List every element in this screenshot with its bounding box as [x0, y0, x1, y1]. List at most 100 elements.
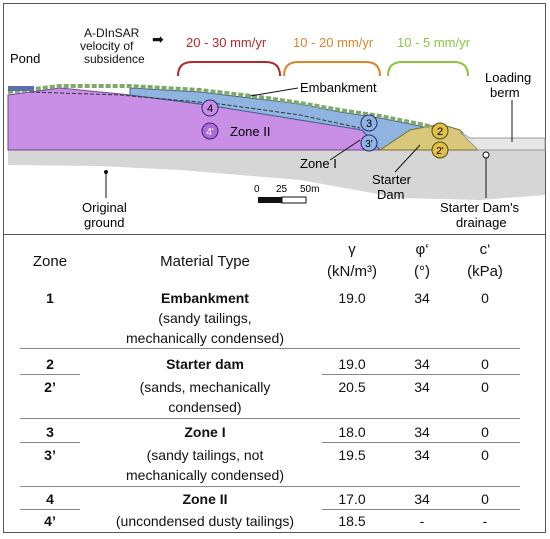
row2-name: Starter dam [166, 356, 244, 372]
row2-zone: 2 [46, 356, 54, 372]
row2-phi: 34 [414, 356, 430, 372]
row3-c: 0 [481, 424, 489, 440]
velocity-range-red: 20 - 30 mm/yr [186, 35, 267, 50]
row2p-gamma: 20.5 [338, 379, 366, 395]
marker-4-prime: 4' [201, 122, 219, 140]
velocity-arrow-icon: ➡ [152, 31, 164, 47]
row2p-phi: 34 [414, 379, 430, 395]
section-divider [3, 234, 546, 235]
rule-4b [322, 442, 520, 443]
row4p-zone: 4’ [44, 513, 56, 529]
marker-3: 3 [360, 114, 378, 132]
row4-c: 0 [481, 491, 489, 507]
row1-c: 0 [481, 290, 489, 306]
drainage-dot [482, 151, 490, 159]
row1-phi: 34 [414, 290, 430, 306]
velocity-label-line3: subsidence [84, 52, 145, 66]
scale-label-25: 25 [276, 184, 288, 195]
row4-phi: 34 [414, 491, 430, 507]
row3p-gamma: 19.5 [338, 447, 366, 463]
svg-text:4: 4 [207, 103, 213, 115]
scale-label-0: 0 [254, 184, 260, 195]
row3-phi: 34 [414, 424, 430, 440]
row4p-c: - [482, 513, 488, 529]
pond-label: Pond [10, 51, 40, 66]
row3-name: Zone I [184, 424, 226, 440]
row4-zone: 4 [46, 491, 54, 507]
marker-2-prime: 2' [431, 141, 449, 159]
zone-i-leader [329, 139, 361, 161]
loading-berm-area [459, 131, 546, 151]
velocity-range-green: 10 - 5 mm/yr [397, 35, 471, 50]
velocity-label-line2: velocity of [80, 39, 134, 53]
rule-4a [20, 442, 80, 443]
row3p-phi: 34 [414, 447, 430, 463]
svg-text:3': 3' [365, 139, 373, 150]
loading-berm-label-2: berm [490, 85, 520, 100]
header-gamma-unit: (kN/m³) [327, 263, 377, 280]
rule-1 [20, 348, 520, 349]
row4-gamma: 17.0 [338, 491, 366, 507]
row3p-desc-2: mechanically condensed) [126, 467, 284, 483]
row3p-zone: 3’ [44, 447, 56, 463]
row2p-desc-2: condensed) [168, 399, 242, 415]
rule-5 [20, 486, 520, 487]
zone-i-label: Zone I [300, 156, 337, 171]
rule-2a [20, 374, 80, 375]
row1-zone: 1 [46, 290, 54, 306]
row3-gamma: 18.0 [338, 424, 366, 440]
row4p-phi: - [419, 513, 425, 529]
header-c-symbol: c‘ [479, 241, 491, 258]
row3p-desc-1: (sandy tailings, not [146, 447, 264, 463]
rule-6b [322, 509, 520, 510]
starter-dam-label-1: Starter [372, 172, 412, 187]
marker-3-prime: 3' [360, 134, 378, 152]
header-phi-unit: (°) [414, 263, 430, 280]
embankment-leader [249, 87, 299, 97]
header-phi-symbol: φ‘ [415, 241, 429, 258]
original-ground-dot [104, 170, 108, 174]
rule-6a [20, 509, 80, 510]
header-c-unit: (kPa) [467, 263, 503, 280]
starter-drainage-label-2: drainage [456, 215, 507, 230]
marker-4: 4 [201, 99, 219, 117]
row1-desc-2: mechanically condensed) [126, 330, 284, 346]
header-zone: Zone [32, 253, 68, 270]
embankment-label: Embankment [300, 80, 377, 95]
loading-berm-label-1: Loading [485, 70, 531, 85]
starter-drainage-label-1: Starter Dam's [440, 200, 520, 215]
marker-2: 2 [431, 122, 449, 140]
row1-desc-1: (sandy tailings, [158, 310, 252, 326]
rule-2b [322, 374, 520, 375]
row4p-desc-1: (uncondensed dusty tailings) [115, 513, 295, 529]
starter-dam-area [378, 123, 480, 151]
row2-gamma: 19.0 [338, 356, 366, 372]
row1-gamma: 19.0 [338, 290, 366, 306]
embankment-stripe [7, 84, 446, 132]
original-ground-label-2: ground [84, 215, 124, 230]
bracket-green [387, 61, 469, 77]
cross-section-diagram: A-DInSAR velocity of subsidence ➡ 20 - 3… [7, 26, 546, 230]
row2p-desc-1: (sands, mechanically [139, 379, 271, 395]
row2p-c: 0 [481, 379, 489, 395]
velocity-range-orange: 10 - 20 mm/yr [293, 35, 374, 50]
row3p-c: 0 [481, 447, 489, 463]
velocity-label-line1: A-DInSAR [84, 26, 140, 40]
header-material: Material Type [160, 253, 250, 270]
svg-text:4': 4' [206, 127, 214, 138]
svg-text:2': 2' [436, 146, 444, 157]
row3-zone: 3 [46, 424, 54, 440]
bracket-orange [283, 61, 381, 77]
scale-bar-black [258, 197, 282, 203]
row1-name: Embankment [161, 290, 249, 306]
header-gamma-symbol: γ [348, 241, 356, 258]
original-ground-label-1: Original [82, 200, 127, 215]
starter-dam-leader [394, 144, 421, 173]
figure-frame [3, 3, 546, 533]
bracket-red [177, 61, 281, 77]
row4-name: Zone II [182, 491, 228, 507]
starter-dam-label-2: Dam [377, 187, 404, 202]
phreatic-line [29, 91, 361, 129]
row2-c: 0 [481, 356, 489, 372]
scale-bar-white [281, 196, 307, 204]
